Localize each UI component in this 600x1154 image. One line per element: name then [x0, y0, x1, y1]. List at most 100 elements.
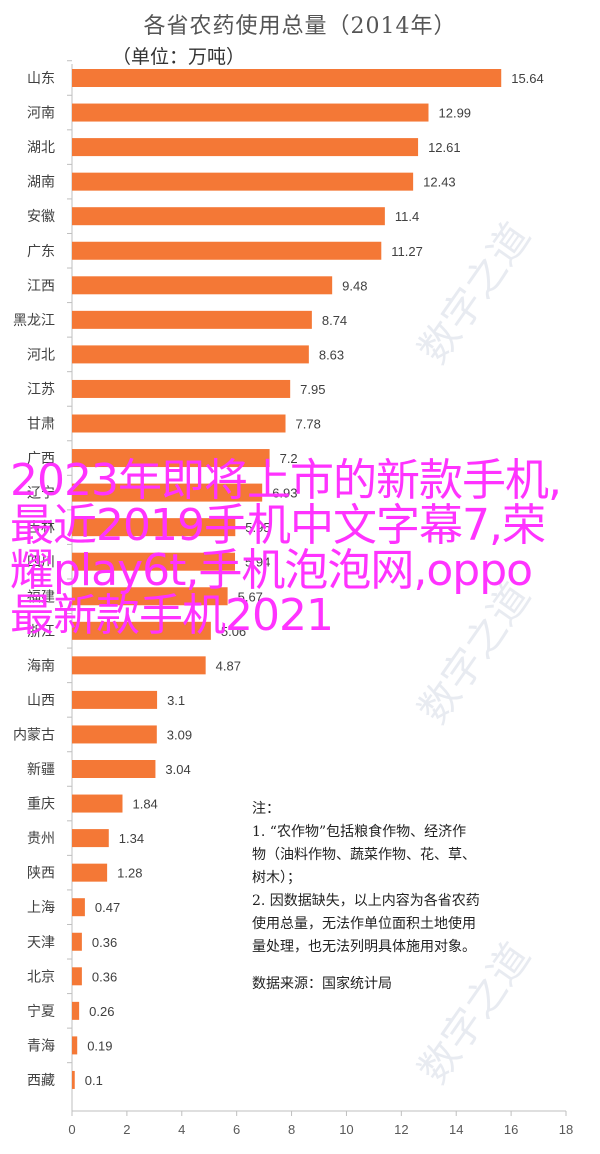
category-label: 宁夏 — [27, 1003, 55, 1020]
bar — [72, 863, 108, 882]
x-tick-label: 8 — [288, 1122, 295, 1137]
data-label: 7.2 — [280, 451, 298, 466]
data-label: 7.95 — [300, 382, 325, 397]
data-label: 8.74 — [322, 313, 347, 328]
chart-title: 各省农药使用总量（2014年） — [143, 14, 457, 39]
data-label: 7.78 — [296, 417, 321, 432]
data-label: 5.06 — [221, 624, 246, 639]
data-source: 数据来源：国家统计局 — [252, 976, 392, 992]
x-tick-label: 16 — [504, 1122, 518, 1137]
notes-line-6: 量处理，也无法列明具体施用对象。 — [252, 939, 476, 955]
x-tick-label: 14 — [449, 1122, 463, 1137]
data-label: 5.67 — [238, 589, 263, 604]
x-tick-label: 0 — [68, 1122, 75, 1137]
category-label: 江苏 — [27, 382, 55, 398]
category-label: 天津 — [27, 935, 55, 951]
data-label: 6.93 — [272, 486, 297, 501]
data-label: 4.87 — [216, 658, 241, 673]
data-label: 11.27 — [391, 244, 423, 259]
category-label: 贵州 — [27, 831, 55, 847]
data-label: 12.99 — [439, 106, 472, 121]
data-label: 9.48 — [342, 278, 367, 293]
bar — [72, 760, 156, 778]
category-label: 内蒙古 — [13, 727, 55, 743]
category-label: 新疆 — [27, 762, 55, 778]
overlay-headline: 2023年即将上市的新款手机,最近2019手机中文字幕7,荣耀play6t,手机… — [10, 455, 562, 641]
category-label: 四川 — [27, 555, 55, 571]
data-label: 3.04 — [165, 762, 190, 777]
chart-notes: 注： 1. “农作物”包括粮食作物、经济作 物（油料作物、蔬菜作物、花、草、 树… — [252, 798, 562, 996]
data-label: 5.95 — [245, 520, 270, 535]
notes-line-1: 1. “农作物”包括粮食作物、经济作 — [252, 824, 467, 840]
bar — [72, 379, 291, 398]
data-label: 15.64 — [511, 71, 544, 86]
bar — [72, 932, 82, 951]
notes-line-5: 使用总量，无法作单位面积土地使用 — [252, 916, 476, 932]
bar — [72, 518, 236, 537]
bar — [72, 345, 309, 364]
bar — [72, 725, 157, 744]
bar — [72, 1036, 78, 1055]
data-label: 0.1 — [85, 1073, 103, 1088]
data-label: 11.4 — [395, 209, 419, 224]
bar — [72, 241, 382, 260]
data-label: 12.43 — [423, 175, 456, 190]
bar — [72, 172, 414, 191]
bar — [72, 621, 211, 640]
bar — [72, 794, 123, 813]
bar — [72, 829, 109, 848]
category-label: 西藏 — [27, 1073, 55, 1089]
bar — [72, 690, 158, 709]
data-label: 0.19 — [87, 1038, 112, 1053]
data-label: 3.09 — [167, 727, 192, 742]
notes-heading: 注： — [252, 801, 280, 817]
category-label: 浙江 — [27, 624, 55, 640]
notes-line-3: 树木）； — [252, 870, 301, 886]
x-tick-label: 6 — [233, 1122, 240, 1137]
category-label: 湖南 — [27, 175, 55, 191]
data-label: 3.1 — [167, 693, 185, 708]
data-label: 1.34 — [119, 831, 144, 846]
category-label: 辽宁 — [27, 485, 55, 502]
data-label: 8.63 — [319, 347, 344, 362]
category-label: 甘肃 — [27, 417, 55, 433]
category-label: 湖北 — [27, 140, 55, 156]
category-label: 山西 — [27, 693, 55, 709]
bar — [72, 898, 85, 917]
bar — [72, 310, 312, 329]
bar — [72, 138, 419, 157]
category-label: 陕西 — [27, 866, 55, 882]
bar — [72, 414, 286, 433]
category-label: 福建 — [27, 589, 55, 605]
bar — [72, 69, 502, 87]
category-label: 吉林 — [27, 520, 55, 536]
data-label: 1.84 — [132, 797, 157, 812]
category-label: 上海 — [27, 900, 55, 916]
category-label: 黑龙江 — [13, 313, 55, 329]
data-label: 0.36 — [92, 969, 117, 984]
data-label: 0.26 — [89, 1004, 114, 1019]
bar — [72, 276, 333, 295]
bar — [72, 483, 263, 502]
bar — [72, 552, 236, 571]
bar — [72, 967, 82, 986]
notes-line-4: 2. 因数据缺失，以上内容为各省农药 — [252, 893, 480, 909]
category-label: 安徽 — [27, 209, 55, 225]
bar — [72, 656, 206, 675]
x-tick-label: 18 — [559, 1122, 573, 1137]
category-label: 青海 — [27, 1038, 55, 1054]
category-label: 广东 — [27, 244, 55, 260]
x-tick-label: 12 — [394, 1122, 408, 1137]
category-label: 山东 — [27, 71, 55, 87]
data-label: 0.47 — [95, 900, 120, 915]
data-label: 1.28 — [117, 866, 142, 881]
data-label: 12.61 — [428, 140, 461, 155]
bar — [72, 449, 270, 468]
x-tick-label: 4 — [178, 1122, 185, 1137]
chart-subtitle: （单位：万吨） — [112, 46, 246, 68]
category-label: 重庆 — [27, 797, 55, 813]
data-label: 5.94 — [245, 555, 270, 570]
category-label: 北京 — [27, 969, 55, 985]
x-tick-label: 2 — [123, 1122, 130, 1137]
